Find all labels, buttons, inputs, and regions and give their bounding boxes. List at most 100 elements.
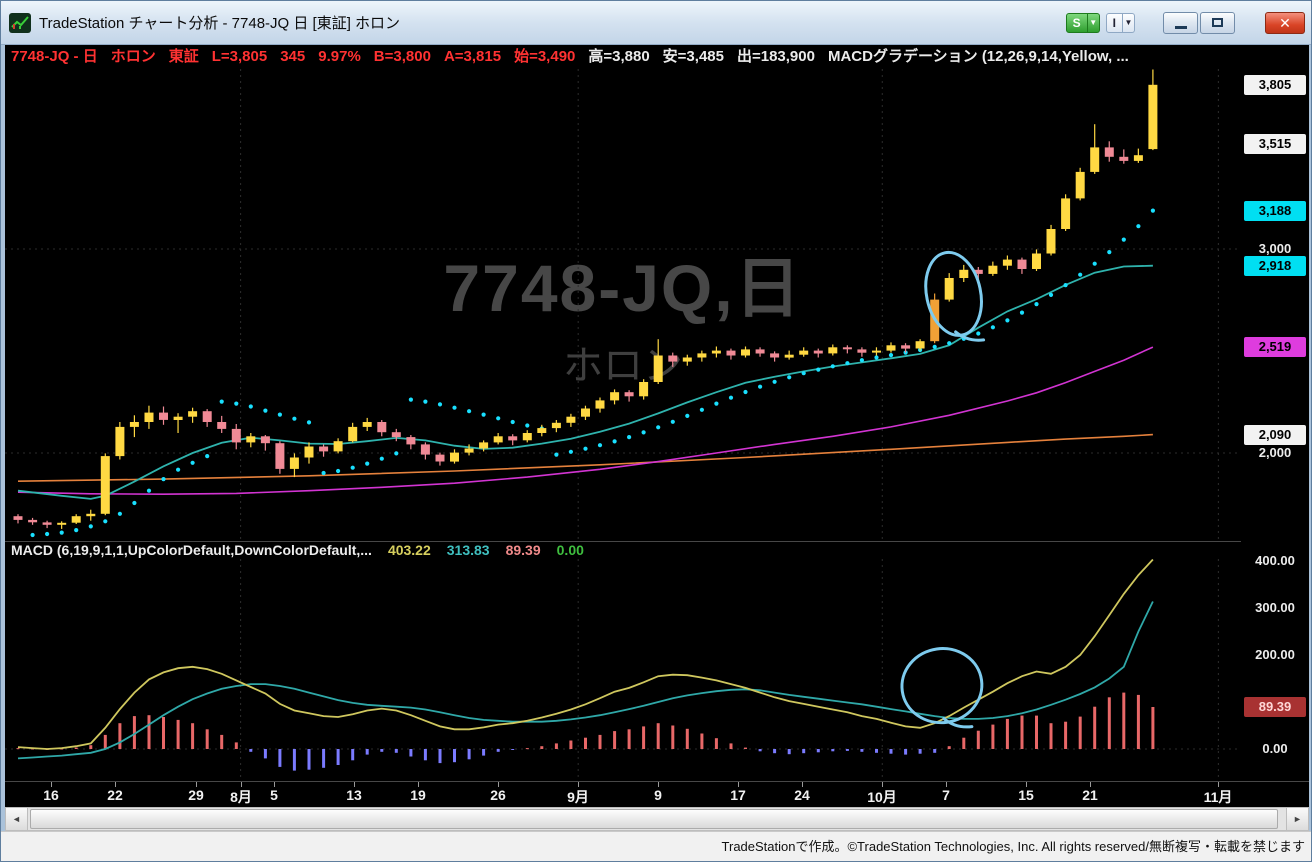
macd-histogram-bar — [918, 749, 922, 754]
axis-tick — [498, 782, 499, 787]
hand-drawn-circle-tail[interactable] — [942, 717, 974, 729]
minimize-button[interactable] — [1163, 11, 1198, 34]
macd-histogram-bar — [554, 743, 558, 749]
scroll-right-button[interactable]: ► — [1286, 808, 1308, 830]
macd-histogram-bar — [671, 725, 675, 749]
macd-histogram-bar — [714, 738, 718, 749]
indicator-axis-tag: 0.00 — [1262, 741, 1288, 756]
quote-field: B=3,800 — [373, 48, 431, 65]
macd-histogram-bar — [307, 749, 311, 770]
close-button[interactable]: ✕ — [1265, 11, 1305, 34]
ma-mid-line — [17, 346, 1154, 496]
indicator-axis-tag: 89.39 — [1244, 697, 1306, 717]
macd-histogram-bar — [103, 734, 107, 749]
quote-field: ホロン — [110, 48, 156, 65]
symbol-button[interactable]: S ▼ — [1065, 12, 1100, 33]
price-axis-tag: 2,519 — [1244, 337, 1306, 357]
chevron-down-icon[interactable]: ▼ — [1123, 12, 1135, 33]
macd-histogram-bar — [729, 743, 733, 749]
macd-indicator-name: MACD (6,19,9,1,1,UpColorDefault,DownColo… — [11, 542, 372, 558]
window-title: TradeStation チャート分析 - 7748-JQ 日 [東証] ホロン — [39, 15, 401, 32]
macd-histogram-bar — [496, 749, 500, 752]
macd-histogram-bar — [394, 749, 398, 753]
quote-field: 始=3,490 — [514, 48, 576, 65]
time-axis-label: 22 — [107, 787, 123, 803]
macd-histogram-bar — [1136, 694, 1140, 749]
macd-histogram-bar — [1005, 718, 1009, 749]
interval-button[interactable]: I ▼ — [1105, 12, 1135, 33]
macd-histogram-bar — [220, 734, 224, 749]
macd-histogram-bar — [947, 746, 951, 749]
macd-histogram-bar — [569, 740, 573, 749]
price-axis-tag: 3,188 — [1244, 201, 1306, 221]
macd-value: 403.22 — [387, 542, 431, 558]
macd-histogram-bar — [627, 729, 631, 749]
scrollbar-thumb[interactable] — [30, 809, 1278, 829]
indicator-axis-tag: 300.00 — [1255, 600, 1295, 615]
macd-histogram-bar — [89, 745, 93, 749]
macd-histogram-bar — [540, 746, 544, 749]
time-axis-label: 8月 — [230, 789, 252, 805]
price-axis-tag: 2,000 — [1258, 445, 1292, 460]
main-chart[interactable] — [5, 69, 1241, 541]
credit-text: TradeStationで作成。©TradeStation Technologi… — [721, 839, 1305, 854]
macd-histogram-bar — [933, 749, 937, 753]
scroll-left-button[interactable]: ◄ — [6, 808, 28, 830]
macd-histogram-bar — [118, 723, 122, 749]
macd-histogram-bar — [292, 749, 296, 771]
macd-histogram-bar — [642, 726, 646, 749]
quote-field: A=3,815 — [443, 48, 502, 65]
axis-tick — [51, 782, 52, 787]
macd-chart[interactable] — [5, 559, 1241, 781]
maximize-button[interactable] — [1200, 11, 1235, 34]
quote-field: L=3,805 — [211, 48, 268, 65]
time-axis-label: 24 — [794, 787, 810, 803]
hand-drawn-circle[interactable] — [897, 643, 987, 727]
axis-tick — [354, 782, 355, 787]
title-bar[interactable]: TradeStation チャート分析 - 7748-JQ 日 [東証] ホロン… — [1, 1, 1311, 45]
macd-histogram-bar — [205, 729, 209, 749]
macd-histogram-bar — [1035, 715, 1038, 749]
time-axis-label: 9月 — [567, 789, 589, 805]
time-axis[interactable]: 16 22 29 8月 5 13 19 26 9月 9 17 24 10月 7 15 21 11月 — [5, 781, 1309, 807]
status-bar: TradeStationで作成。©TradeStation Technologi… — [1, 831, 1311, 861]
macd-histogram-bar — [1107, 697, 1111, 749]
chevron-down-icon[interactable]: ▼ — [1087, 12, 1100, 33]
macd-histogram-bar — [962, 737, 966, 749]
price-axis-tag: 3,805 — [1244, 75, 1306, 95]
macd-histogram-bar — [191, 723, 195, 749]
chart-area[interactable]: 7748-JQ - 日ホロン 東証 L=3,805 345 9.97% B=3,800 A=… — [5, 45, 1309, 807]
quote-field: 高=3,880 — [588, 48, 650, 65]
maximize-icon — [1212, 18, 1223, 27]
axis-tick — [1026, 782, 1027, 787]
macd-histogram-bar — [613, 731, 617, 749]
axis-tick — [738, 782, 739, 787]
macd-histogram-bar — [656, 723, 660, 749]
macd-histogram-bar — [409, 749, 413, 757]
macd-histogram-bar — [438, 749, 442, 764]
price-axis-tag: 2,090 — [1244, 425, 1306, 445]
axis-tick — [802, 782, 803, 787]
price-axis-tag: 2,918 — [1244, 256, 1306, 276]
price-axis[interactable]: 3,805 3,515 3,188 3,000 2,918 2,519 2,090 2,000… — [1241, 45, 1309, 807]
macd-histogram-bar — [845, 749, 849, 751]
quote-field: 出=183,900 — [736, 48, 815, 65]
time-axis-label: 17 — [730, 787, 746, 803]
macd-histogram-bar — [976, 730, 980, 749]
macd-histogram-bar — [991, 724, 995, 749]
candlestick-series — [13, 69, 1158, 529]
quote-header: 7748-JQ - 日ホロン 東証 L=3,805 345 9.97% B=3,800 A=… — [11, 45, 1142, 69]
hand-drawn-circle-tail[interactable] — [954, 330, 986, 342]
axis-tick — [241, 782, 242, 787]
time-axis-label: 9 — [654, 787, 662, 803]
time-axis-label: 5 — [270, 787, 278, 803]
axis-tick — [882, 782, 883, 787]
time-axis-label: 13 — [346, 787, 362, 803]
macd-histogram-bar — [758, 749, 762, 752]
axis-tick — [418, 782, 419, 787]
horizontal-scrollbar[interactable]: ◄ ► — [5, 807, 1309, 831]
macd-histogram-bar — [584, 737, 587, 749]
quote-field: 東証 — [168, 48, 199, 65]
macd-histogram-bar — [787, 749, 791, 755]
time-axis-label: 29 — [188, 787, 204, 803]
